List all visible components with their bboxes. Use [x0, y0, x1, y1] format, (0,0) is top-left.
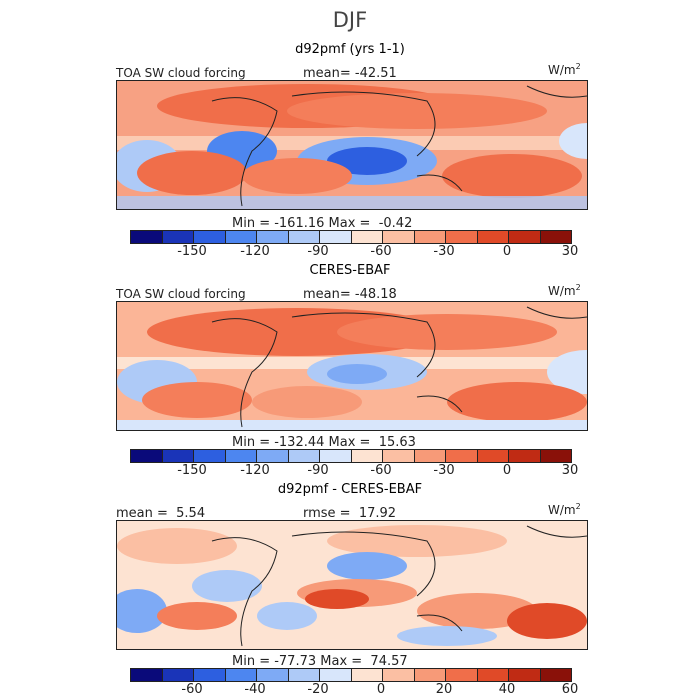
colorbar-cell: [351, 669, 383, 681]
panel1-map: [116, 80, 588, 210]
panel1-tick: -150: [177, 244, 207, 259]
colorbar-cell: [162, 231, 194, 243]
panel3-colorbar-ticks: -60 -40 -20 0 20 40 60: [130, 682, 578, 700]
colorbar-cell: [446, 231, 478, 243]
panel1-tick: -60: [370, 244, 392, 259]
panel2-tick: -150: [177, 463, 207, 478]
colorbar-cell: [414, 450, 446, 462]
colorbar-cell: [257, 669, 289, 681]
colorbar-cell: [540, 450, 571, 462]
colorbar-cell: [446, 669, 478, 681]
colorbar-cell: [131, 669, 163, 681]
panel1-title: d92pmf (yrs 1-1): [295, 42, 405, 57]
panel3-tick: 20: [435, 682, 453, 697]
panel2-tick: 30: [561, 463, 579, 478]
colorbar-cell: [383, 669, 415, 681]
panel2-tick: -90: [307, 463, 329, 478]
panel3-min-max: Min = -77.73 Max = 74.57: [232, 654, 408, 669]
panel1-tick: -30: [433, 244, 455, 259]
colorbar-cell: [320, 669, 352, 681]
colorbar-cell: [383, 231, 415, 243]
panel2-colorbar: [130, 449, 572, 463]
panel1-colorbar-ticks: -150 -120 -90 -60 -30 0 30: [130, 244, 578, 262]
panel3-tick: -40: [244, 682, 266, 697]
panel3-units: W/m2: [548, 502, 581, 517]
colorbar-cell: [257, 450, 289, 462]
colorbar-cell: [477, 231, 509, 243]
panel3-map-field: [117, 521, 587, 649]
panel2-field-label: TOA SW cloud forcing: [116, 287, 246, 301]
panel1-field-label: TOA SW cloud forcing: [116, 66, 246, 80]
colorbar-cell: [446, 450, 478, 462]
panel1-units: W/m2: [548, 62, 581, 77]
colorbar-cell: [288, 231, 320, 243]
panel3-map: [116, 520, 588, 650]
panel3-mean: mean = 5.54: [116, 506, 206, 521]
colorbar-cell: [351, 231, 383, 243]
panel2-tick: -60: [370, 463, 392, 478]
panel3-tick: 60: [561, 682, 579, 697]
panel3-rmse: rmse = 17.92: [303, 506, 397, 521]
colorbar-cell: [414, 669, 446, 681]
panel2-tick: 0: [502, 463, 512, 478]
panel2-tick: -30: [433, 463, 455, 478]
colorbar-cell: [257, 231, 289, 243]
colorbar-cell: [162, 450, 194, 462]
colorbar-cell: [509, 231, 541, 243]
colorbar-cell: [540, 669, 571, 681]
panel3-title: d92pmf - CERES-EBAF: [277, 482, 423, 497]
panel1-tick: -90: [307, 244, 329, 259]
colorbar-cell: [477, 450, 509, 462]
colorbar-cell: [131, 450, 163, 462]
panel2-title: CERES-EBAF: [309, 263, 391, 278]
panel2-mean: mean= -48.18: [303, 287, 397, 302]
panel3-tick: 40: [498, 682, 516, 697]
panel3-colorbar: [130, 668, 572, 682]
colorbar-cell: [414, 231, 446, 243]
panel1-colorbar: [130, 230, 572, 244]
panel2-colorbar-ticks: -150 -120 -90 -60 -30 0 30: [130, 463, 578, 481]
panel2-map: [116, 301, 588, 431]
panel2-tick: -120: [240, 463, 270, 478]
colorbar-cell: [509, 669, 541, 681]
panel2-min-max: Min = -132.44 Max = 15.63: [232, 435, 416, 450]
colorbar-cell: [162, 669, 194, 681]
panel1-tick: -120: [240, 244, 270, 259]
colorbar-cell: [194, 231, 226, 243]
colorbar-cell: [288, 669, 320, 681]
panel1-tick: 30: [561, 244, 579, 259]
colorbar-cell: [194, 450, 226, 462]
colorbar-cell: [351, 450, 383, 462]
colorbar-cell: [225, 669, 257, 681]
panel3-tick: -20: [307, 682, 329, 697]
colorbar-cell: [131, 231, 163, 243]
panel1-min-max: Min = -161.16 Max = -0.42: [232, 216, 413, 231]
panel1-map-field: [117, 81, 587, 209]
season-title: DJF: [332, 8, 368, 32]
panel3-tick: 0: [376, 682, 386, 697]
colorbar-cell: [225, 231, 257, 243]
colorbar-cell: [194, 669, 226, 681]
panel1-mean: mean= -42.51: [303, 66, 397, 81]
panel1-tick: 0: [502, 244, 512, 259]
colorbar-cell: [288, 450, 320, 462]
panel2-map-field: [117, 302, 587, 430]
colorbar-cell: [540, 231, 571, 243]
colorbar-cell: [320, 231, 352, 243]
panel2-units: W/m2: [548, 283, 581, 298]
colorbar-cell: [225, 450, 257, 462]
colorbar-cell: [477, 669, 509, 681]
colorbar-cell: [509, 450, 541, 462]
panel3-tick: -60: [181, 682, 203, 697]
colorbar-cell: [320, 450, 352, 462]
colorbar-cell: [383, 450, 415, 462]
